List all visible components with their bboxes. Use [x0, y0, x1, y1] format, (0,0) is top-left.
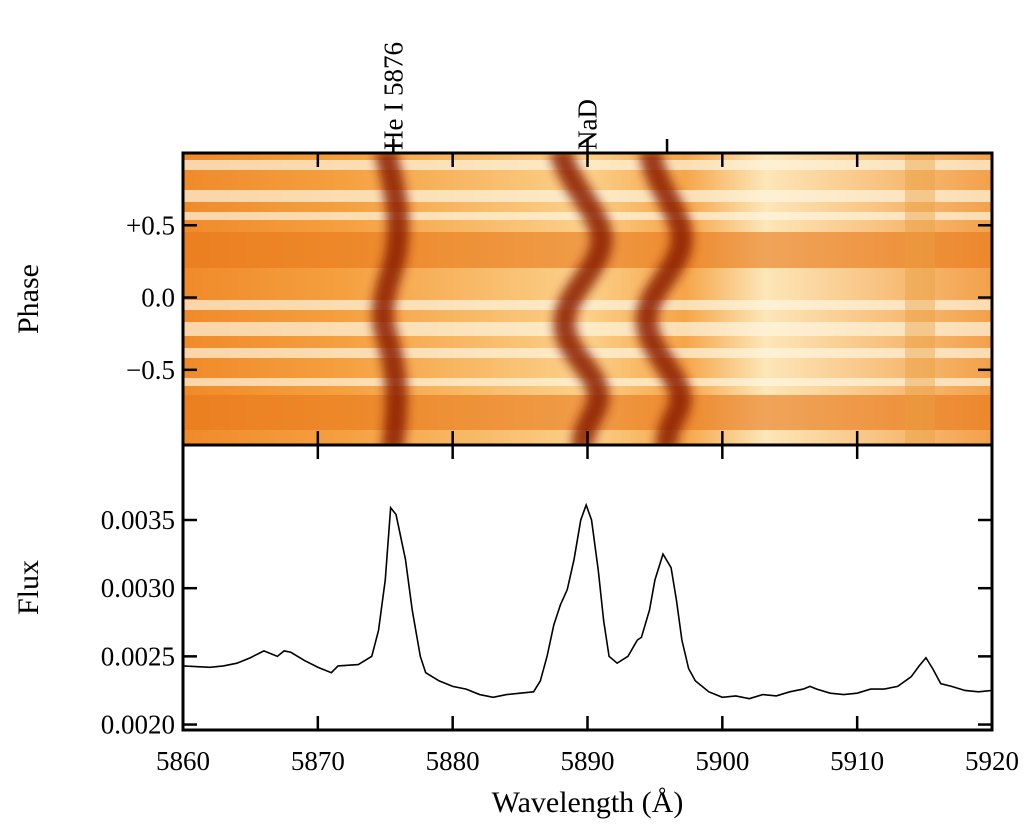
- x-axis-label: Wavelength (Å): [492, 786, 684, 819]
- y-tick-label: 0.0020: [101, 710, 175, 740]
- x-tick-label: 5920: [965, 746, 1019, 776]
- x-tick-label: 5900: [695, 746, 749, 776]
- x-tick-label: 5860: [156, 746, 210, 776]
- x-tick-label: 5870: [291, 746, 345, 776]
- y-axis-label: Phase: [12, 264, 45, 334]
- flux-line: [182, 502, 993, 700]
- annotation: NaD: [573, 99, 603, 150]
- spectrogram-image: [183, 153, 992, 445]
- y-tick-label: 0.0035: [101, 505, 175, 535]
- bottom-frame: [181, 443, 994, 732]
- annotation: He I 5876: [378, 42, 408, 150]
- x-tick-label: 5910: [830, 746, 884, 776]
- x-tick-label: 5890: [561, 746, 615, 776]
- y-axis-label: Flux: [12, 560, 45, 615]
- y-tick-label: 0.0030: [101, 573, 175, 603]
- y-tick-label: +0.5: [126, 210, 175, 240]
- x-tick-label: 5880: [426, 746, 480, 776]
- y-tick-label: 0.0: [141, 283, 175, 313]
- y-tick-label: −0.5: [126, 355, 175, 385]
- y-tick-label: 0.0025: [101, 641, 175, 671]
